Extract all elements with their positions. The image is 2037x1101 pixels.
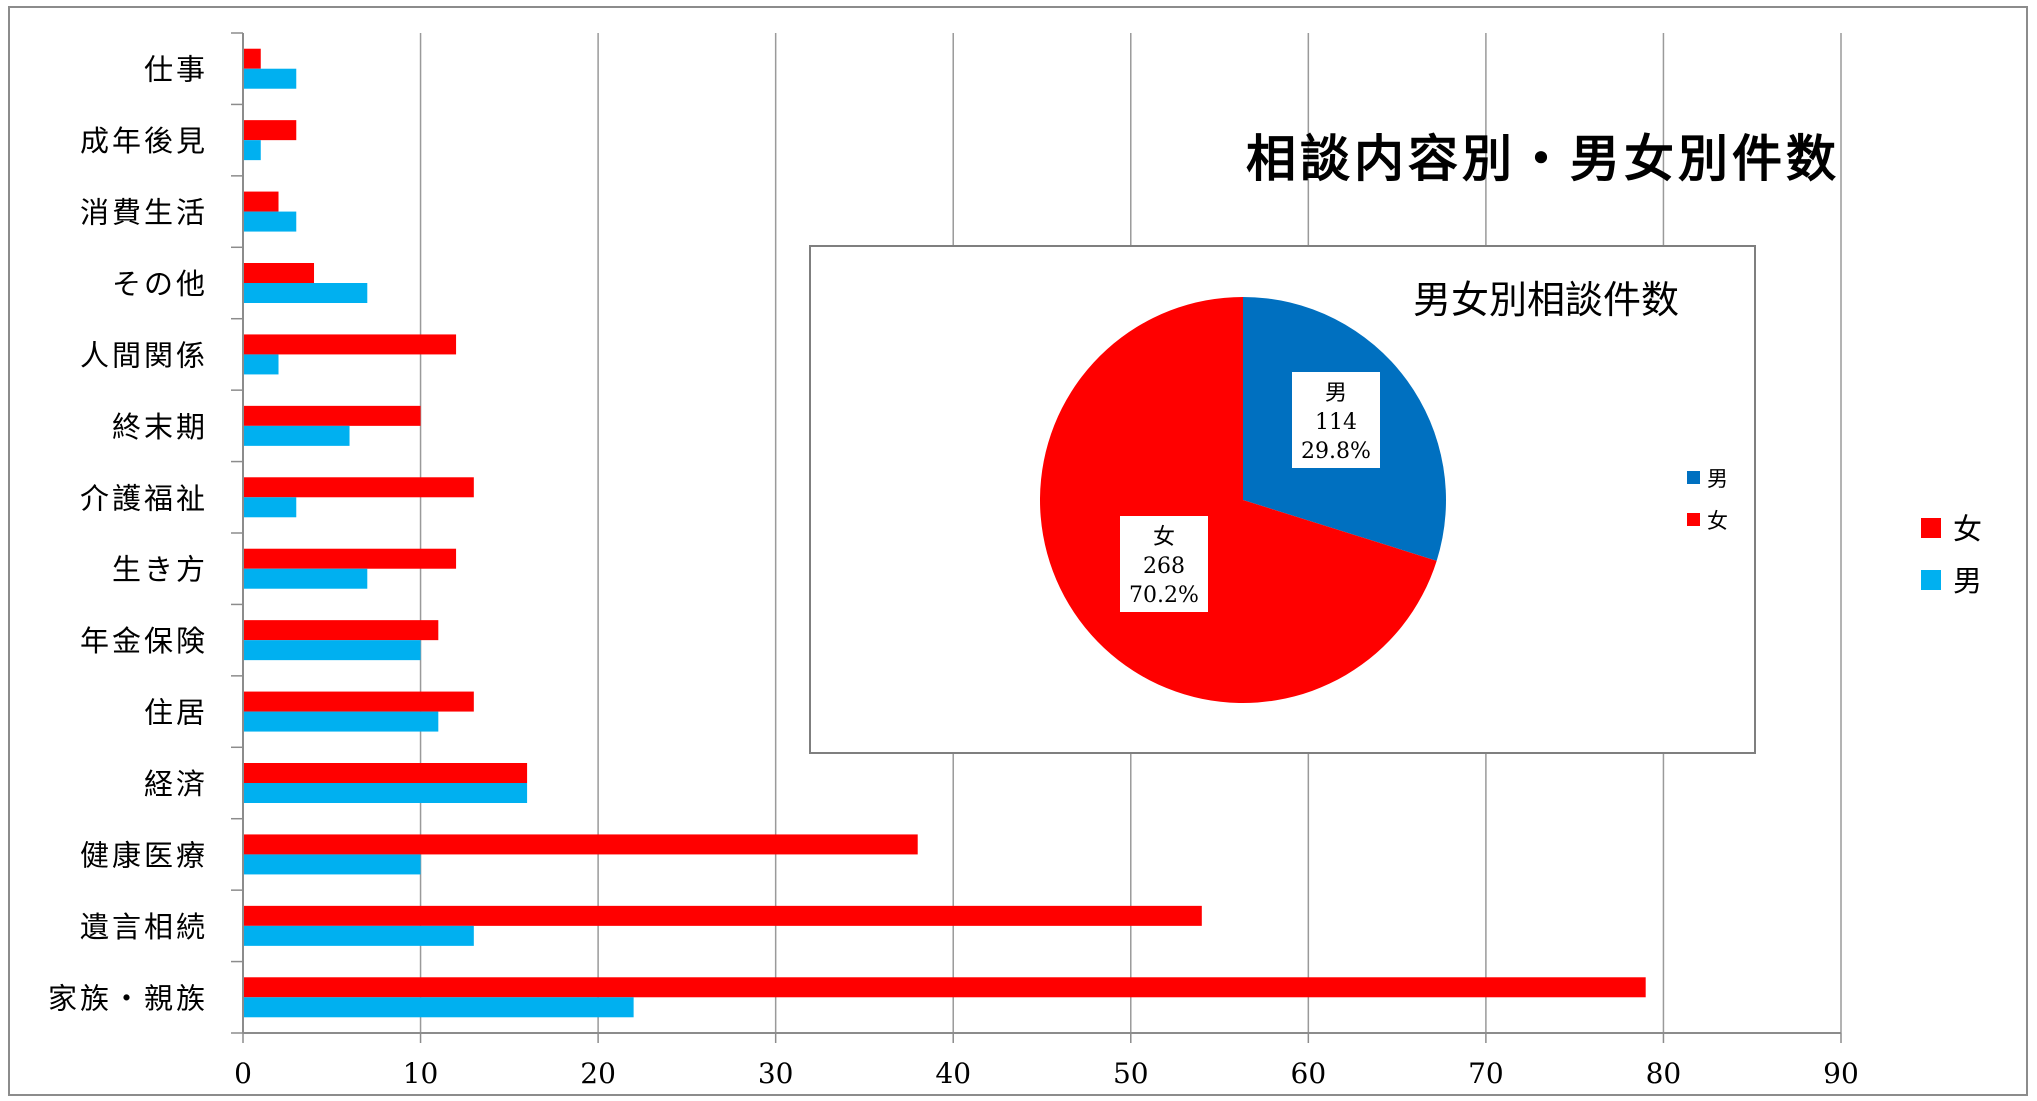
bar-male xyxy=(244,997,634,1018)
y-tick-label: 住居 xyxy=(144,696,208,730)
pie-data-label-box xyxy=(1292,372,1380,468)
bar-male xyxy=(244,211,297,232)
x-tick-label: 0 xyxy=(234,1057,252,1090)
x-tick-label: 10 xyxy=(403,1057,439,1090)
y-tick-label: その他 xyxy=(112,267,208,301)
bar-female xyxy=(244,477,474,498)
bar-male xyxy=(244,854,421,875)
y-tick-label: 介護福祉 xyxy=(80,481,208,515)
x-tick-label: 20 xyxy=(580,1057,616,1090)
pie-data-label-line: 70.2% xyxy=(1129,583,1199,608)
pie-data-label-line: 男 xyxy=(1325,381,1347,406)
pie-data-label-box xyxy=(1120,516,1208,612)
bar-male xyxy=(244,640,421,661)
bar-male xyxy=(244,925,474,946)
bar-male xyxy=(244,783,528,803)
bar-female xyxy=(244,620,439,641)
bar-female xyxy=(244,191,279,212)
legend-swatch xyxy=(1921,570,1941,590)
legend-label: 男 xyxy=(1953,564,1982,598)
x-tick-label: 30 xyxy=(758,1057,794,1090)
bar-female xyxy=(244,977,1646,998)
pie-data-label-line: 29.8% xyxy=(1301,439,1371,464)
y-tick-label: 消費生活 xyxy=(80,196,208,230)
y-tick-label: 終末期 xyxy=(112,410,208,444)
y-tick-label: 経済 xyxy=(144,767,208,801)
y-tick-label: 家族・親族 xyxy=(48,981,208,1015)
legend-swatch xyxy=(1921,518,1941,538)
bar-female xyxy=(244,120,297,141)
bar-female xyxy=(244,834,918,855)
bar-male xyxy=(244,354,279,375)
y-tick-label: 遺言相続 xyxy=(80,910,208,944)
pie-chart-title: 男女別相談件数 xyxy=(1413,278,1679,322)
bar-male xyxy=(244,140,261,161)
x-tick-label: 60 xyxy=(1291,1057,1327,1090)
pie-legend-label: 男 xyxy=(1707,467,1728,491)
bar-male xyxy=(244,425,350,446)
pie-legend-label: 女 xyxy=(1707,509,1728,533)
x-tick-label: 80 xyxy=(1646,1057,1682,1090)
pie-data-label: 男 114 29.8% xyxy=(1292,372,1380,468)
x-tick-label: 40 xyxy=(935,1057,971,1090)
x-tick-label: 50 xyxy=(1113,1057,1149,1090)
y-tick-label: 生き方 xyxy=(112,553,208,587)
pie-data-label-line: 114 xyxy=(1315,410,1357,435)
bar-female xyxy=(244,548,457,569)
bar-female xyxy=(244,691,474,712)
pie-data-label: 女 268 70.2% xyxy=(1120,516,1208,612)
bar-female xyxy=(244,334,457,355)
bar-male xyxy=(244,497,297,518)
pie-data-label-line: 女 xyxy=(1153,525,1175,550)
bar-male xyxy=(244,283,368,303)
y-tick-label: 仕事 xyxy=(144,53,208,87)
x-tick-label: 90 xyxy=(1823,1057,1859,1090)
pie-data-label-line: 268 xyxy=(1143,554,1185,579)
bar-male xyxy=(244,568,368,589)
bar-female xyxy=(244,905,1202,926)
bar-male xyxy=(244,68,297,89)
pie-legend-swatch xyxy=(1687,513,1700,526)
bar-male xyxy=(244,711,439,732)
bar-female xyxy=(244,263,315,283)
bar-female xyxy=(244,405,421,426)
y-tick-label: 健康医療 xyxy=(80,838,208,872)
bar-chart-title: 相談内容別・男女別件数 xyxy=(1246,130,1840,188)
bar-female xyxy=(244,48,261,69)
y-tick-label: 年金保険 xyxy=(80,624,208,658)
legend-label: 女 xyxy=(1953,512,1982,546)
y-tick-label: 人間関係 xyxy=(80,338,208,372)
x-tick-label: 70 xyxy=(1468,1057,1504,1090)
pie-legend-swatch xyxy=(1687,471,1700,484)
bar-female xyxy=(244,763,528,783)
y-tick-label: 成年後見 xyxy=(80,124,208,158)
